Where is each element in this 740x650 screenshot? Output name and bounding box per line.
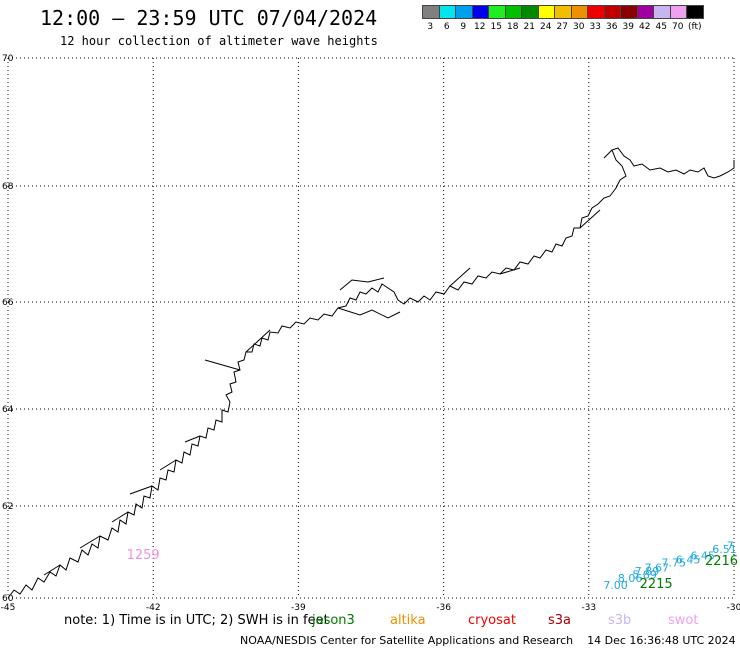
colorbar-label: (ft) (688, 22, 702, 32)
colorbar-labels: 3 6 9 12 15 18 21 24 27 30 33 36 39 42 45 70 (ft) (422, 22, 702, 32)
lon-tick-label: -45 (1, 603, 16, 613)
wave-height-value: 7.75 (661, 557, 686, 570)
axis-ticks: -45 -42 -39 -36 -33 -30 60 62 64 66 68 70 (1, 54, 740, 613)
map-subtitle: 12 hour collection of altimeter wave hei… (60, 34, 378, 48)
wave-height-value: 7 (727, 540, 734, 553)
wave-height-value: 6.45 (690, 549, 715, 562)
graticule (7, 57, 735, 599)
colorbar-label: 45 (655, 22, 667, 32)
lat-tick-label: 60 (2, 594, 14, 604)
wave-height-value: 7.89 (635, 565, 660, 578)
colorbar-label: 15 (490, 22, 502, 32)
satellite-swot: swot (668, 613, 699, 628)
colorbar-label: 9 (460, 22, 467, 32)
lat-tick-label: 70 (2, 54, 14, 64)
colorbar-label: 70 (672, 22, 684, 32)
track-time-label: 2215 (640, 577, 673, 592)
lat-tick-label: 68 (2, 182, 14, 192)
colorbar-label: 36 (606, 22, 618, 32)
lon-tick-label: -42 (146, 603, 161, 613)
wave-height-value: 6.51 (712, 543, 737, 556)
colorbar-label: 12 (474, 22, 486, 32)
wave-height-value: 7.67 (644, 561, 669, 574)
lon-tick-label: -39 (291, 603, 306, 613)
colorbar-label: 39 (622, 22, 634, 32)
lon-tick-label: -36 (436, 603, 451, 613)
lat-tick-label: 62 (2, 502, 13, 512)
satellite-cryosat: cryosat (468, 613, 516, 628)
satellite-jason3: jason3 (312, 613, 355, 628)
wave-height-value: 7.00 (603, 579, 628, 592)
footer-note: note: 1) Time is in UTC; 2) SWH is in fe… (64, 613, 329, 628)
footer-credit: NOAA/NESDIS Center for Satellite Applica… (240, 634, 736, 647)
map-title: 12:00 – 23:59 UTC 07/04/2024 (40, 6, 378, 30)
wave-height-value: 6.45 (676, 554, 701, 567)
wave-height-value: 5.89 (632, 569, 657, 582)
colorbar-label: 42 (639, 22, 651, 32)
credit-text: NOAA/NESDIS Center for Satellite Applica… (240, 634, 574, 647)
colorbar-label: 6 (443, 22, 450, 32)
track-time-label: 1259 (127, 548, 160, 563)
wave-height-value: 8.06 (618, 572, 643, 585)
lat-tick-label: 66 (2, 298, 14, 308)
lon-tick-label: -30 (727, 603, 740, 613)
timestamp-text: 14 Dec 16:36:48 UTC 2024 (587, 634, 736, 647)
lat-tick-label: 64 (2, 405, 14, 415)
greenland-coastline (7, 147, 735, 599)
colorbar-label: 3 (427, 22, 434, 32)
satellite-s3a: s3a (548, 613, 572, 628)
colorbar-label: 30 (573, 22, 585, 32)
colorbar-swatch (686, 5, 704, 19)
wave-height-colorbar (422, 5, 704, 19)
colorbar-label: 27 (556, 22, 568, 32)
colorbar-label: 33 (589, 22, 601, 32)
coastline-fjords (43, 149, 613, 576)
colorbar-label: 21 (523, 22, 535, 32)
colorbar-label: 18 (507, 22, 519, 32)
track-time-label: 2216 (705, 554, 738, 569)
colorbar-label: 24 (540, 22, 552, 32)
satellite-altika: altika (390, 613, 426, 628)
satellite-s3b: s3b (608, 613, 632, 628)
lon-tick-label: -33 (581, 603, 596, 613)
